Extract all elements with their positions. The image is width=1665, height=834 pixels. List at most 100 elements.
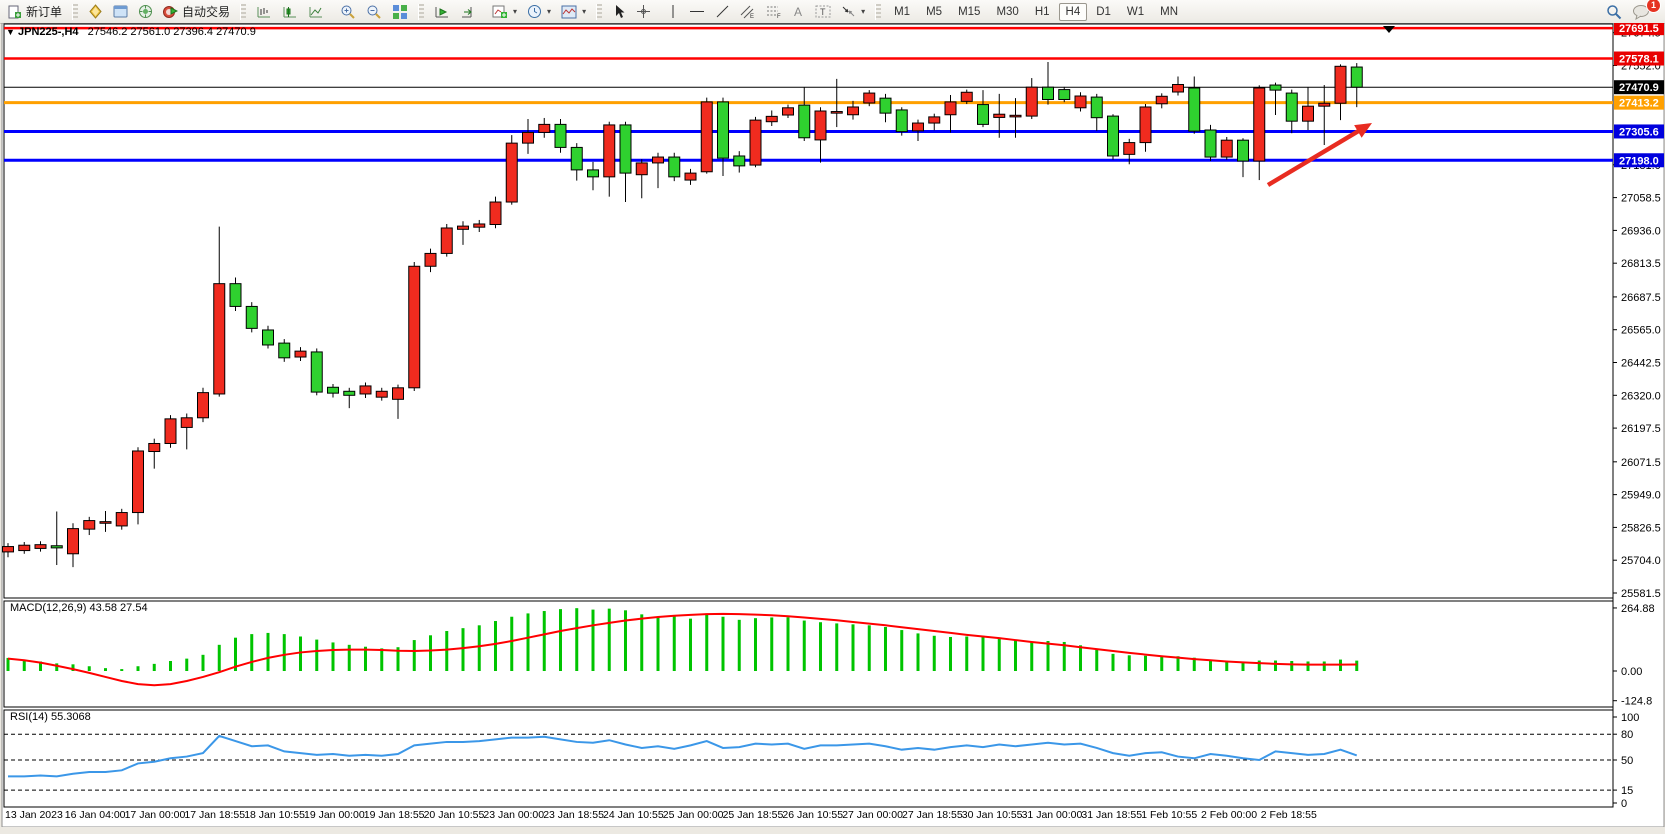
chart-window-frame: [1, 23, 1665, 828]
chart-shift-button[interactable]: [455, 2, 481, 22]
timeframe-M5[interactable]: M5: [926, 5, 943, 18]
zoom-in-button[interactable]: [335, 1, 361, 23]
line-chart-button[interactable]: [303, 2, 329, 22]
price-badge: 27413.2: [1614, 95, 1664, 110]
candle-body: [733, 155, 746, 167]
candle-body: [1009, 114, 1022, 118]
svg-text:A: A: [794, 5, 802, 19]
crosshair-button[interactable]: [631, 1, 656, 22]
cursor-button[interactable]: [607, 1, 631, 22]
candle-body: [1090, 96, 1103, 119]
tile-windows-button[interactable]: [387, 1, 413, 23]
add-indicator-button[interactable]: ▾: [487, 1, 522, 22]
autotrade-label: 自动交易: [182, 5, 231, 19]
candle-body: [229, 283, 242, 307]
timeframe-D1[interactable]: D1: [1096, 5, 1111, 18]
market-watch-button[interactable]: [83, 1, 108, 22]
candle-body: [67, 528, 79, 555]
annotation-arrow[interactable]: [1266, 126, 1365, 187]
candle-body: [50, 545, 63, 549]
timeframe-M15[interactable]: M15: [958, 5, 981, 18]
period-button[interactable]: ▾: [522, 1, 556, 22]
candle-body: [782, 107, 794, 116]
macd-pane: [6, 608, 1359, 687]
chart-canvas[interactable]: 27674.527552.027181.027058.526936.026813…: [0, 23, 1665, 834]
price-badge: 27470.9: [1614, 80, 1664, 95]
candle-body: [1204, 129, 1217, 158]
candle-body: [310, 351, 323, 393]
text-icon: A: [794, 5, 802, 19]
candle-body: [1220, 139, 1233, 158]
price-tick-label: 25704.0: [1621, 555, 1661, 567]
dropdown-caret: ▾: [861, 7, 866, 16]
candle-body: [668, 156, 681, 178]
data-window-button[interactable]: [108, 1, 133, 22]
candle-body: [1334, 65, 1347, 104]
hline-button[interactable]: [684, 1, 710, 22]
trendline-button[interactable]: [710, 1, 735, 22]
price-tick-label: 26071.5: [1621, 457, 1661, 469]
navigator-button[interactable]: [133, 1, 158, 22]
bar-chart-icon: [257, 6, 271, 17]
timeframe-M1[interactable]: M1: [894, 5, 911, 18]
toolbar-grip: [875, 3, 882, 20]
new-order-button[interactable]: 新订单: [3, 0, 67, 23]
candle-body: [1172, 83, 1184, 93]
candle-body: [343, 390, 356, 396]
time-tick-label: 27 Jan 00:00: [842, 809, 903, 821]
notifications-button[interactable]: 1: [1627, 0, 1661, 23]
rsi-tick-label: 80: [1621, 729, 1633, 741]
shapes-button[interactable]: ▾: [836, 1, 870, 22]
text-button[interactable]: A: [787, 1, 810, 22]
zoom-out-button[interactable]: [361, 1, 387, 23]
timeframe-M30[interactable]: M30: [996, 5, 1019, 18]
bar-chart-button[interactable]: [251, 2, 277, 22]
candle-body: [99, 521, 112, 524]
candle-body: [1350, 66, 1363, 88]
timeframe-W1[interactable]: W1: [1126, 5, 1145, 18]
candle-body: [213, 283, 226, 395]
candle-body: [554, 123, 567, 148]
autotrade-button[interactable]: 自动交易: [158, 0, 235, 23]
candle-body: [164, 418, 177, 444]
rsi-line: [8, 734, 1358, 778]
candle-body: [977, 104, 989, 125]
chart-shift-marker[interactable]: [1383, 26, 1395, 33]
vline-button[interactable]: [662, 1, 684, 22]
time-tick-label: 30 Jan 10:55: [962, 809, 1023, 821]
template-button[interactable]: ▾: [556, 2, 591, 22]
hline-icon: [690, 11, 705, 12]
time-tick-label: 19 Jan 00:00: [304, 809, 365, 821]
candle-body: [440, 227, 453, 254]
channel-button[interactable]: E: [735, 1, 761, 22]
market-watch-icon: [89, 4, 102, 19]
candle-body: [505, 142, 518, 203]
candlestick-chart-button[interactable]: [277, 2, 303, 22]
candle-body: [944, 101, 957, 116]
time-axis: 13 Jan 2023 16 Jan 04:00 17 Jan 00:00 17 Ja…: [5, 809, 1317, 821]
price-tick-label: 25949.0: [1621, 490, 1661, 502]
rsi-tick-label: 50: [1621, 755, 1633, 767]
candle-body: [1139, 106, 1152, 144]
candle-body: [863, 92, 876, 104]
toolbar-grip: [240, 3, 247, 20]
candle-body: [278, 342, 291, 359]
time-tick-label: 2 Feb 00:00: [1201, 809, 1257, 821]
candle-body: [895, 109, 908, 133]
candle-body: [1025, 86, 1038, 117]
timeframe-H4[interactable]: H4: [1058, 2, 1088, 21]
price-tick-label: 26442.5: [1621, 358, 1661, 370]
time-tick-label: 18 Jan 10:55: [244, 809, 305, 821]
fibonacci-button[interactable]: F: [761, 1, 787, 22]
text-label-button[interactable]: T: [810, 1, 836, 22]
candle-body: [1237, 139, 1249, 162]
search-button[interactable]: [1601, 1, 1627, 23]
candle-body: [34, 544, 47, 549]
candle-body: [603, 124, 616, 178]
auto-scroll-button[interactable]: [429, 2, 455, 22]
candle-body: [1285, 92, 1298, 122]
candlestick-series: [2, 26, 1613, 568]
text-label-icon: T: [815, 5, 831, 18]
timeframe-MN[interactable]: MN: [1160, 5, 1179, 18]
timeframe-H1[interactable]: H1: [1034, 5, 1050, 18]
